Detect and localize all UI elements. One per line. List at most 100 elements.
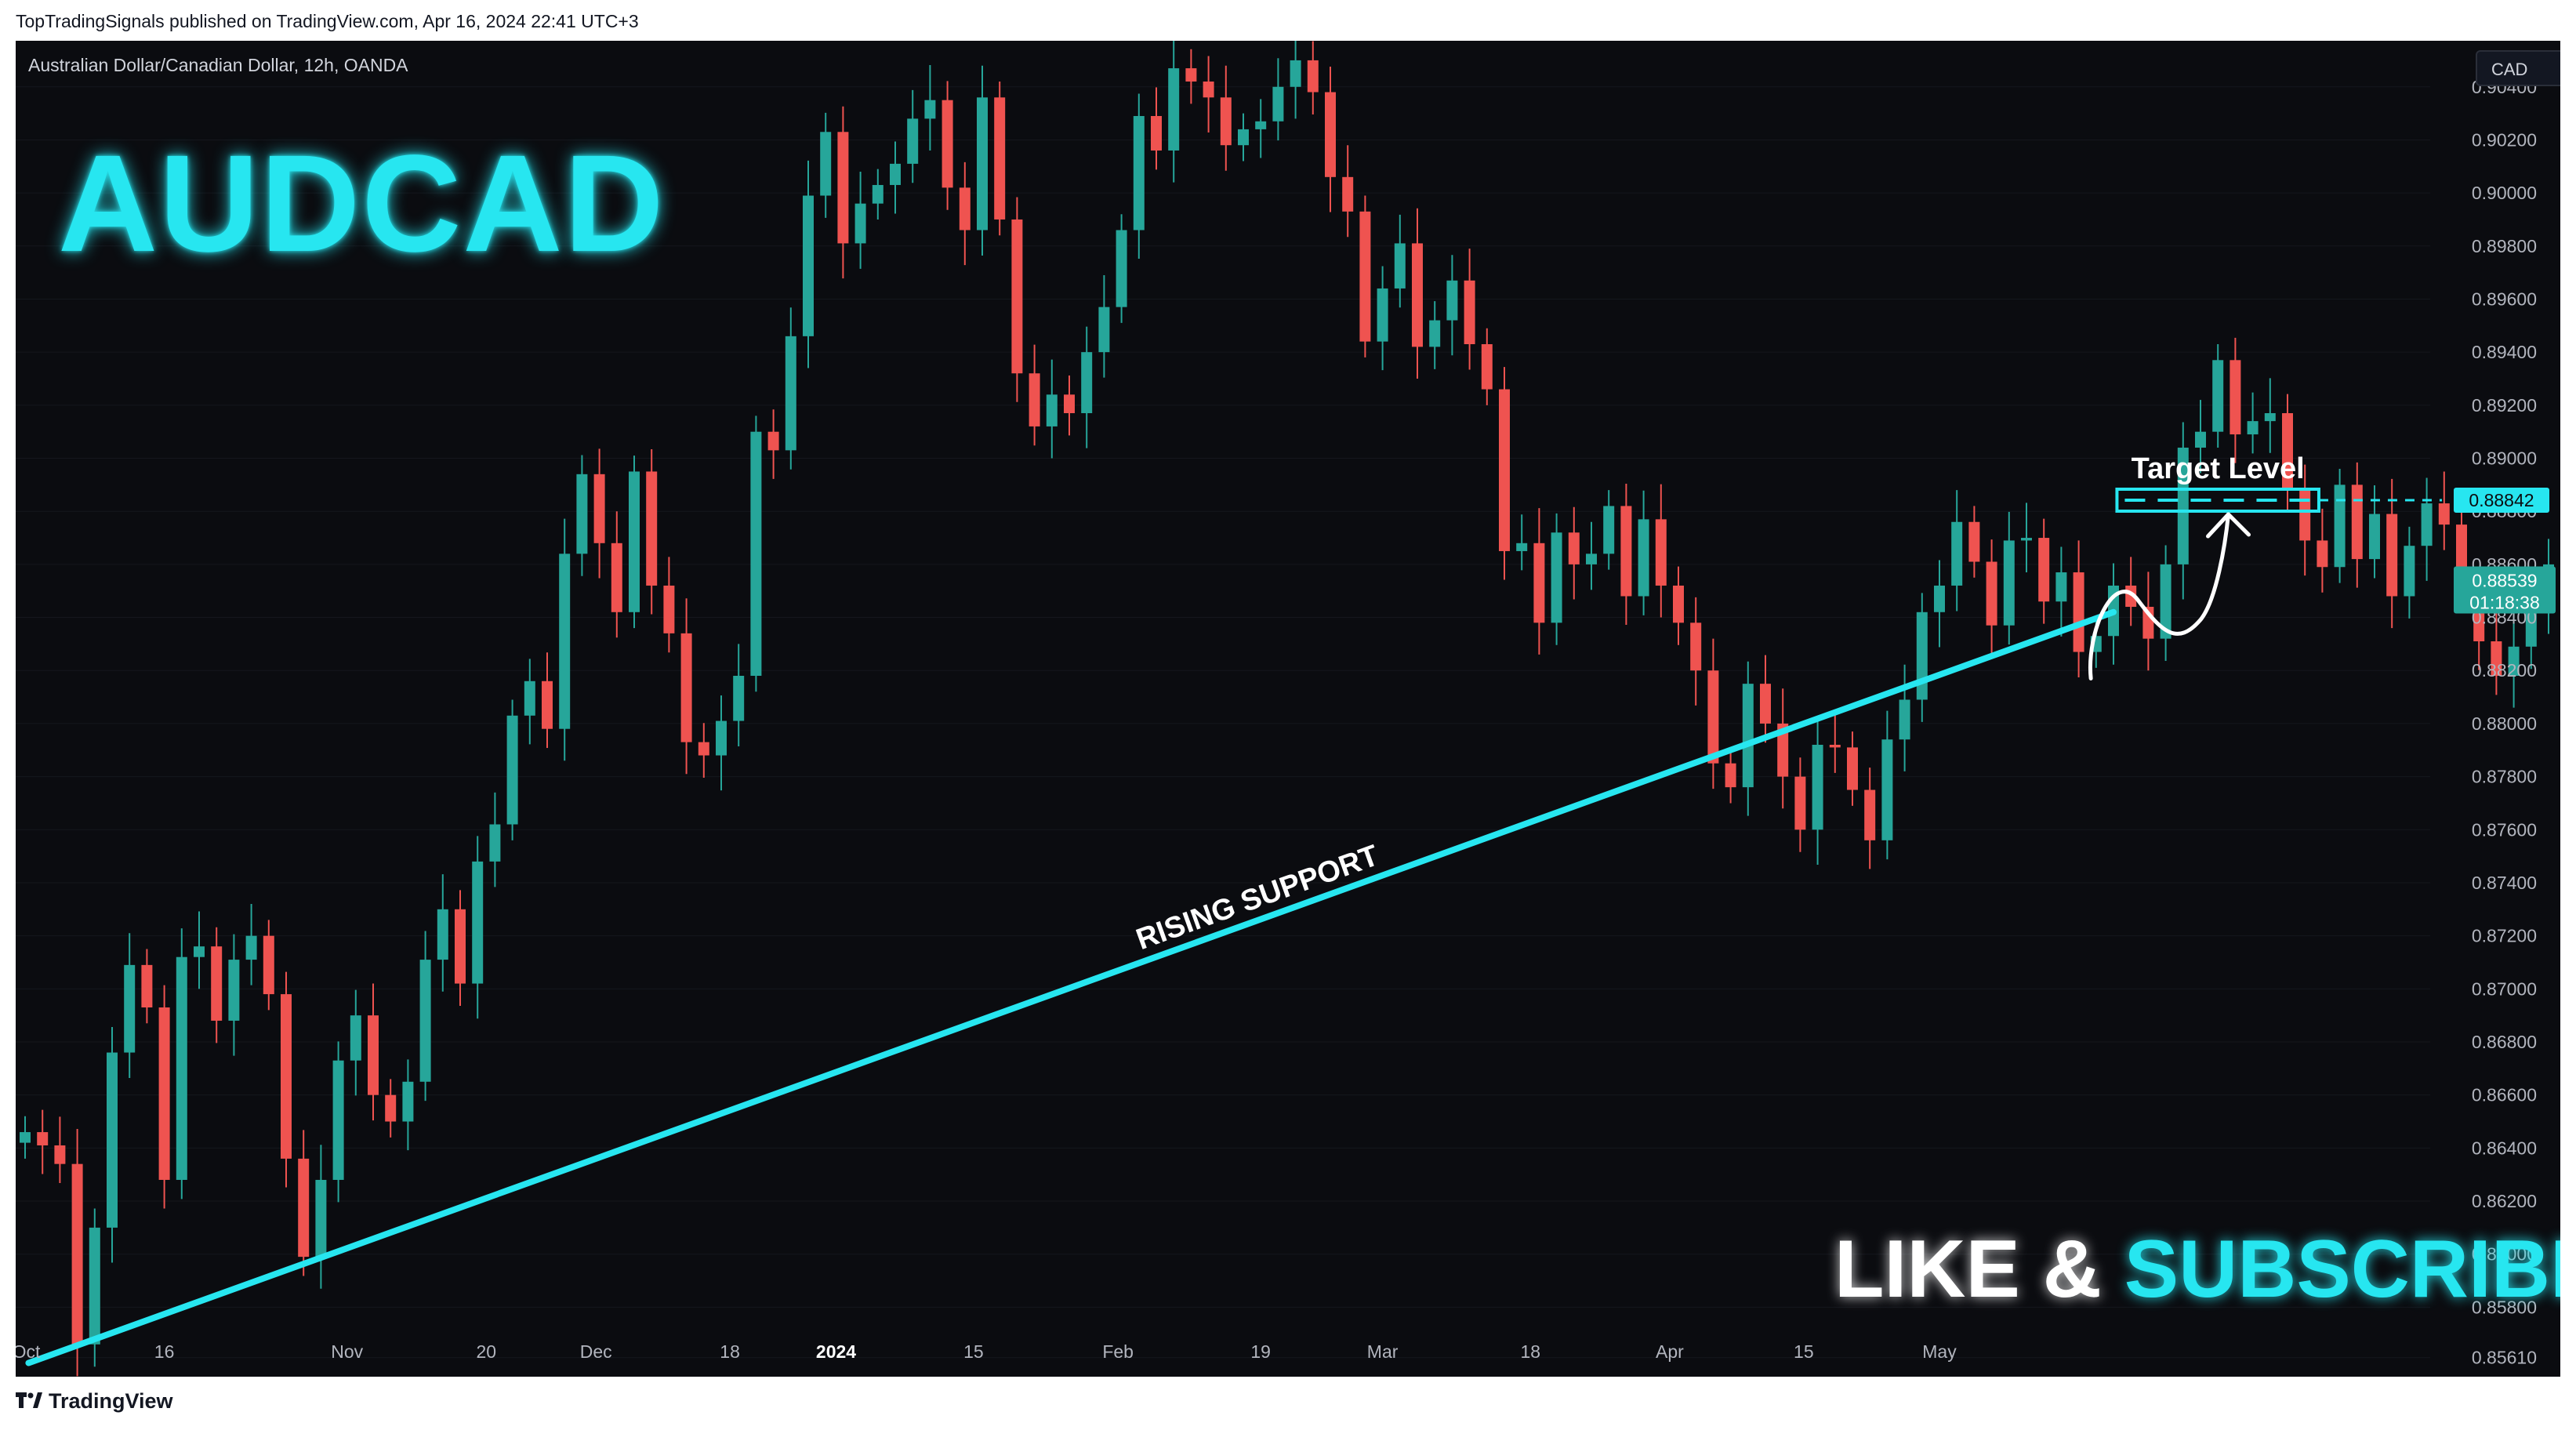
candle-body [2177, 447, 2189, 564]
candle-body [629, 471, 640, 612]
candle-body [20, 1132, 31, 1143]
candles [20, 41, 2554, 1377]
candle-body [2003, 540, 2015, 626]
candle-body [680, 633, 692, 742]
candle-body [1899, 699, 1910, 740]
price-tick-label: 0.86000 [2472, 1244, 2537, 1265]
support-line-group: RISING SUPPORT [25, 608, 2117, 1366]
target-price-text: 0.88842 [2469, 490, 2534, 510]
candle-body [245, 935, 257, 960]
candle-body [1655, 519, 1667, 586]
candle-body [1638, 519, 1649, 597]
candle-body [1238, 129, 1249, 146]
candle-body [698, 742, 709, 756]
time-axis: Oct 16 Nov 20 Dec 18 2024 15 Feb 19 Mar 18 Apr 15 May [16, 1341, 1957, 1362]
candle-body [890, 163, 901, 185]
tradingview-logo[interactable]: TradingView [16, 1389, 173, 1414]
candle-body [263, 935, 274, 995]
candle-body [1916, 612, 1928, 700]
candle-body [1081, 352, 1093, 413]
candle-body [402, 1081, 414, 1122]
time-tick-label: May [1922, 1341, 1957, 1362]
candle-body [907, 118, 919, 164]
candle-body [315, 1179, 327, 1258]
candle-body [1412, 243, 1423, 347]
target-box [2115, 487, 2320, 513]
price-tick-label: 0.89800 [2472, 236, 2537, 256]
candle-body [332, 1060, 344, 1180]
overlay-title: AUDCAD [58, 127, 666, 281]
candle-body [2230, 360, 2241, 435]
candle-body [750, 431, 762, 677]
time-tick-label: Mar [1367, 1341, 1399, 1362]
candle-body [593, 474, 605, 543]
candle-body [2299, 490, 2311, 541]
candle-body [2073, 572, 2084, 652]
candle-body [1272, 86, 1284, 122]
candle-body [1847, 747, 1858, 790]
currency-button[interactable]: CAD [2476, 50, 2560, 86]
candle-body [2264, 412, 2276, 422]
candle-body [2212, 360, 2224, 432]
price-tick-label: 0.87600 [2472, 819, 2537, 840]
candle-body [1934, 585, 1945, 612]
candle-body [820, 132, 832, 196]
candle-body [455, 909, 466, 984]
candle-body [872, 184, 883, 204]
candle-body [1168, 68, 1180, 151]
candle-body [89, 1227, 100, 1345]
candle-body [1551, 532, 1562, 623]
time-tick-label: Dec [580, 1341, 612, 1362]
candle-body [1220, 97, 1232, 146]
candle-body [576, 474, 588, 554]
candle-body [1986, 561, 1997, 626]
last-price-tag [2454, 566, 2556, 614]
candle-body [1046, 394, 1058, 426]
candle-body [1133, 115, 1145, 230]
candle-body [228, 960, 240, 1021]
candle-body [1968, 521, 1980, 562]
candle-body [350, 1015, 361, 1061]
price-tick-label: 0.86600 [2472, 1085, 2537, 1105]
last-price-text: 0.88539 [2472, 571, 2537, 591]
candle-body [506, 715, 518, 825]
candle-body [1499, 389, 1510, 551]
price-tick-label: 0.90000 [2472, 183, 2537, 203]
rising-support-line [25, 608, 2117, 1366]
candle-body [1829, 744, 1841, 748]
candle-body [994, 97, 1006, 220]
candlestick-chart[interactable]: RISING SUPPORT Target Level 0.904000.902… [16, 41, 2560, 1377]
candle-body [1586, 553, 1597, 564]
candle-body [176, 956, 187, 1180]
price-tick-label: 0.87800 [2472, 767, 2537, 787]
candle-body [1707, 670, 1719, 764]
candle-body [1951, 521, 1963, 586]
candle-body [1255, 121, 1267, 129]
candle-body [1516, 543, 1528, 551]
candle-body [1777, 723, 1789, 777]
chart-pane[interactable]: RISING SUPPORT Target Level 0.904000.902… [16, 41, 2560, 1377]
price-tick-label: 0.90200 [2472, 129, 2537, 150]
price-tick-label: 0.85800 [2472, 1297, 2537, 1317]
candle-body [1533, 543, 1545, 623]
support-label: RISING SUPPORT [1132, 839, 1383, 956]
tradingview-logo-icon [16, 1392, 42, 1408]
candle-body [767, 431, 779, 451]
price-tick-label: 0.88200 [2472, 660, 2537, 681]
candle-body [489, 824, 501, 862]
candle-body [1881, 739, 1893, 840]
candle-body [1203, 81, 1214, 98]
candle-body [1307, 60, 1319, 93]
cta-part2: SUBSCRIBE [2124, 1224, 2560, 1315]
candle-body [1690, 622, 1702, 671]
candle-body [837, 132, 849, 244]
candle-body [158, 1007, 170, 1180]
candle-body [733, 676, 745, 721]
candle-body [2160, 564, 2171, 639]
candle-body [141, 964, 153, 1008]
price-tick-label: 0.86200 [2472, 1191, 2537, 1211]
candle-body [1429, 320, 1441, 347]
bar-countdown-text: 01:18:38 [2469, 593, 2540, 613]
candle-body [1342, 176, 1354, 212]
candle-body [854, 203, 866, 244]
